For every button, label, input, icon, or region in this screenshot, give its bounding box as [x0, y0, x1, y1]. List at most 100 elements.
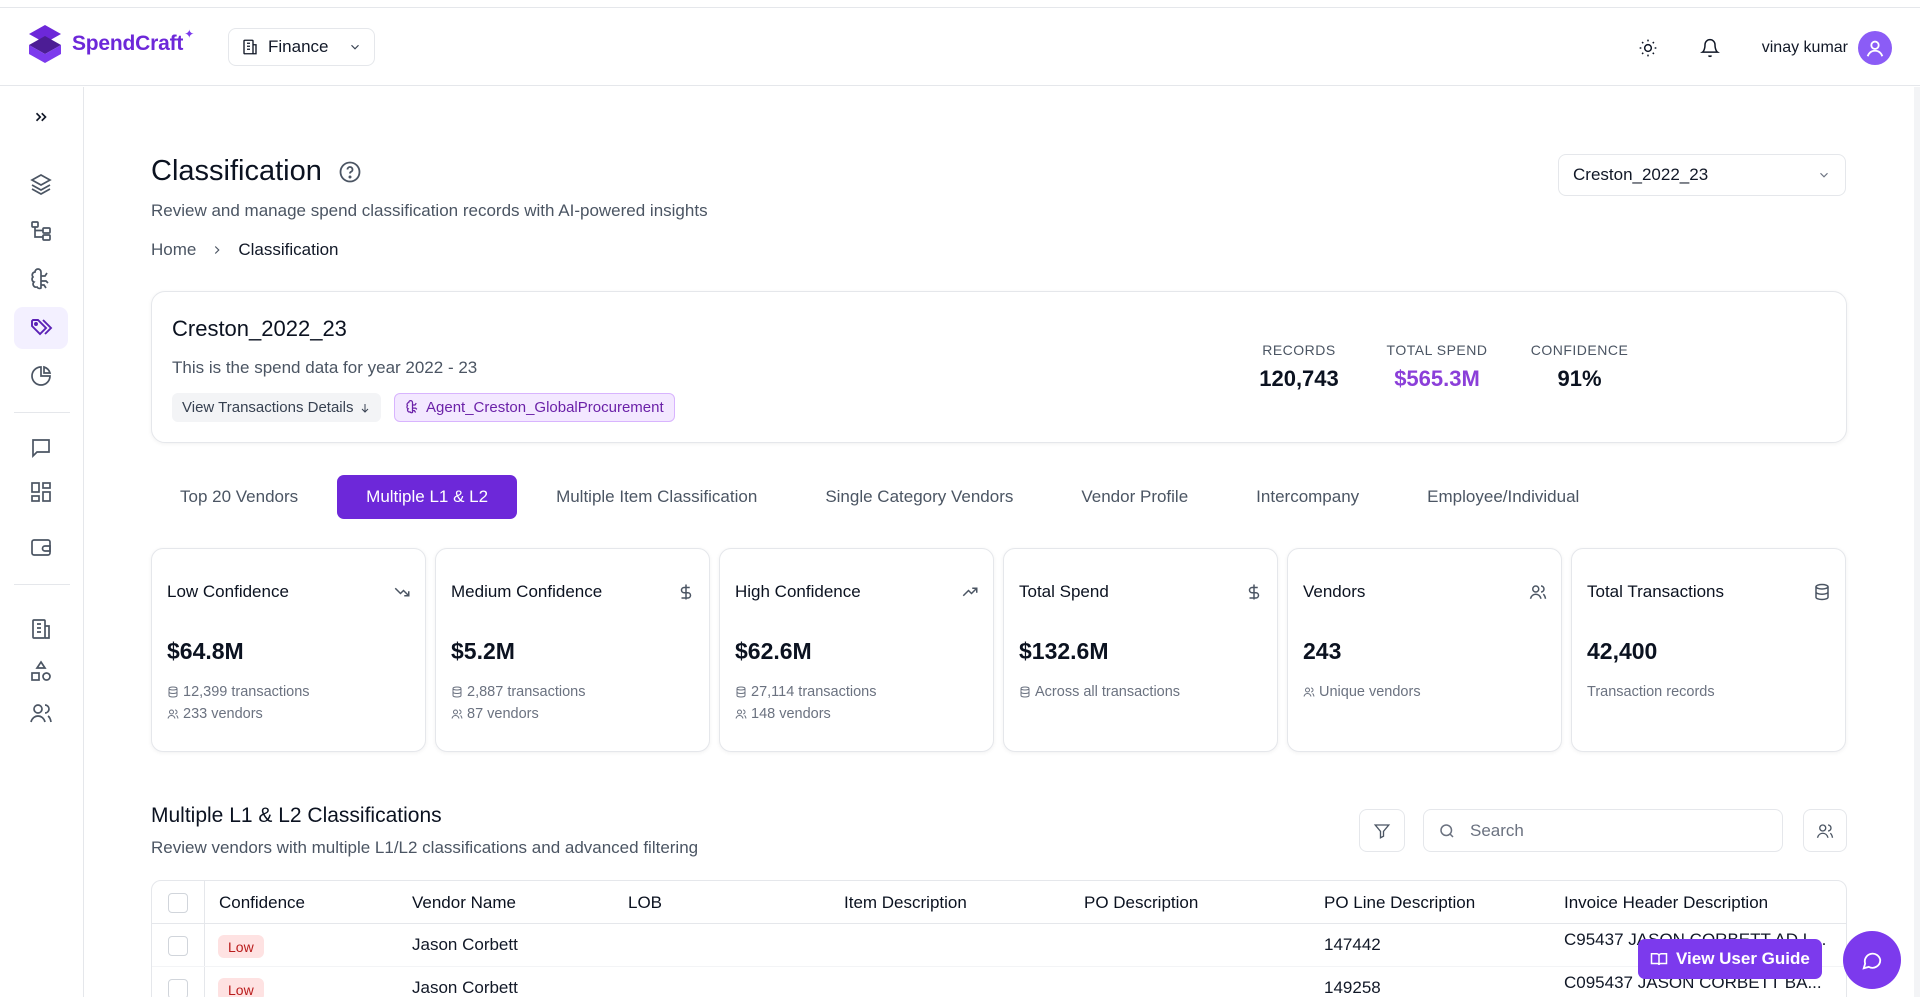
search-box[interactable]: [1423, 809, 1783, 852]
tab-intercompany[interactable]: Intercompany: [1256, 487, 1360, 506]
database-icon: [1815, 583, 1829, 601]
metric-records: RECORDS 120,743: [1233, 342, 1365, 392]
message-icon: [32, 439, 50, 459]
agent-badge[interactable]: Agent_Creston_GlobalProcurement: [394, 393, 675, 422]
sidebar-item-organizations[interactable]: [14, 608, 68, 650]
page-scrollbar[interactable]: [1914, 87, 1920, 997]
stat-vendors: 148 vendors: [735, 706, 831, 722]
brand-logo[interactable]: SpendCraft ✦: [28, 24, 194, 64]
view-transactions-label: View Transactions Details: [182, 399, 354, 416]
theme-toggle-button[interactable]: [1630, 30, 1666, 66]
table-row[interactable]: Low Jason Corbett 147442 C95437 JASON CO…: [152, 924, 1846, 967]
hierarchy-icon: [31, 221, 51, 241]
help-icon[interactable]: [338, 160, 362, 184]
stat-value: $64.8M: [167, 638, 244, 664]
column-header-item-description[interactable]: Item Description: [844, 893, 967, 912]
building-icon: [32, 619, 50, 639]
breadcrumb-home[interactable]: Home: [151, 240, 197, 259]
column-header-po-description[interactable]: PO Description: [1084, 893, 1199, 912]
tab-multiple-l1-l2[interactable]: Multiple L1 & L2: [337, 475, 518, 519]
stat-card-vendors: Vendors 243 Unique vendors: [1287, 548, 1562, 752]
row-checkbox[interactable]: [168, 979, 188, 997]
sidebar-item-classification[interactable]: [14, 307, 68, 349]
sidebar-item-data[interactable]: [14, 163, 68, 205]
building-icon: [243, 39, 257, 55]
table-row[interactable]: Low Jason Corbett 149258 C095437 JASON C…: [152, 967, 1846, 997]
dashboard-grid-icon: [31, 482, 51, 502]
database-icon: [736, 686, 746, 698]
stat-transactions: 27,114 transactions: [735, 684, 876, 700]
stat-value: 42,400: [1587, 638, 1658, 664]
sun-icon: [1639, 39, 1657, 57]
sidebar-item-dashboard[interactable]: [14, 471, 68, 513]
stat-card-total-spend: Total Spend $132.6M Across all transacti…: [1003, 548, 1278, 752]
avatar[interactable]: [1858, 31, 1892, 65]
sidebar-item-chat[interactable]: [14, 427, 68, 469]
org-selector[interactable]: Finance: [228, 28, 375, 66]
breadcrumb: Home Classification: [151, 240, 339, 260]
stat-sub-text: Across all transactions: [1035, 684, 1181, 700]
sidebar-item-ai[interactable]: [14, 259, 68, 301]
dataset-selector-value: Creston_2022_23: [1573, 165, 1709, 184]
chat-assistant-button[interactable]: [1843, 931, 1901, 989]
wallet-icon: [31, 539, 51, 556]
po-line-description-cell: 149258: [1324, 978, 1381, 997]
stat-cards: Low Confidence $64.8M 12,399 transaction…: [151, 548, 1846, 752]
column-header-confidence[interactable]: Confidence: [219, 893, 306, 912]
stat-value: $132.6M: [1019, 638, 1109, 664]
column-header-vendor-name[interactable]: Vendor Name: [412, 893, 516, 912]
database-icon: [452, 686, 462, 698]
brain-icon: [406, 400, 418, 414]
tab-vendor-profile[interactable]: Vendor Profile: [1081, 487, 1189, 506]
tab-multiple-item-classification[interactable]: Multiple Item Classification: [556, 487, 758, 506]
user-name[interactable]: vinay kumar: [1761, 39, 1848, 56]
vendor-name-cell: Jason Corbett: [412, 935, 518, 954]
metric-value: 91%: [1557, 366, 1602, 391]
breadcrumb-current: Classification: [238, 240, 339, 259]
page-title: Classification: [151, 155, 362, 188]
sidebar-item-taxonomy[interactable]: [14, 210, 68, 252]
stat-transactions: 2,887 transactions: [451, 684, 586, 700]
stat-title: High Confidence: [735, 582, 861, 601]
stat-transactions: 12,399 transactions: [167, 684, 310, 700]
search-icon: [1440, 823, 1454, 838]
page-subtitle: Review and manage spend classification r…: [151, 201, 708, 220]
tab-single-category-vendors[interactable]: Single Category Vendors: [825, 487, 1014, 506]
chevron-down-icon: [351, 44, 359, 50]
select-all-checkbox[interactable]: [168, 893, 188, 913]
view-transactions-button[interactable]: View Transactions Details: [172, 393, 382, 422]
filter-button[interactable]: [1359, 809, 1405, 852]
sidebar-item-wallet[interactable]: [14, 526, 68, 568]
stat-transactions-text: 27,114 transactions: [751, 684, 877, 700]
notifications-button[interactable]: [1692, 30, 1728, 66]
sidebar-expand-button[interactable]: [14, 96, 68, 138]
tab-top-20-vendors[interactable]: Top 20 Vendors: [180, 487, 299, 506]
column-header-invoice-header-description[interactable]: Invoice Header Description: [1564, 893, 1769, 912]
section-subtitle: Review vendors with multiple L1/L2 class…: [151, 838, 699, 857]
stat-title: Total Transactions: [1587, 582, 1725, 601]
dataset-name: Creston_2022_23: [172, 316, 347, 341]
column-divider: [204, 881, 205, 997]
users-icon: [167, 709, 179, 719]
row-checkbox[interactable]: [168, 936, 188, 956]
top-strip: [0, 0, 1920, 8]
dataset-selector[interactable]: Creston_2022_23: [1558, 154, 1846, 196]
column-header-po-line-description[interactable]: PO Line Description: [1324, 893, 1476, 912]
sidebar-item-analytics[interactable]: [14, 355, 68, 397]
stat-title: Medium Confidence: [451, 582, 603, 601]
users-icon: [1529, 585, 1547, 599]
view-user-guide-button[interactable]: View User Guide: [1638, 939, 1822, 979]
column-header-lob[interactable]: LOB: [628, 893, 663, 912]
sidebar-item-categories[interactable]: [14, 650, 68, 692]
dataset-description: This is the spend data for year 2022 - 2…: [172, 358, 478, 377]
search-input[interactable]: [1470, 820, 1750, 841]
sidebar-item-users[interactable]: [14, 692, 68, 734]
users-icon: [451, 709, 463, 719]
section-title: Multiple L1 & L2 Classifications: [151, 804, 442, 827]
arrow-down-icon: [362, 403, 369, 413]
dollar-icon: [680, 584, 692, 600]
stat-vendors-text: 87 vendors: [467, 706, 539, 722]
vendor-columns-button[interactable]: [1803, 809, 1847, 852]
main-content: Classification Review and manage spend c…: [84, 87, 1920, 997]
tab-employee-individual[interactable]: Employee/Individual: [1427, 487, 1580, 506]
